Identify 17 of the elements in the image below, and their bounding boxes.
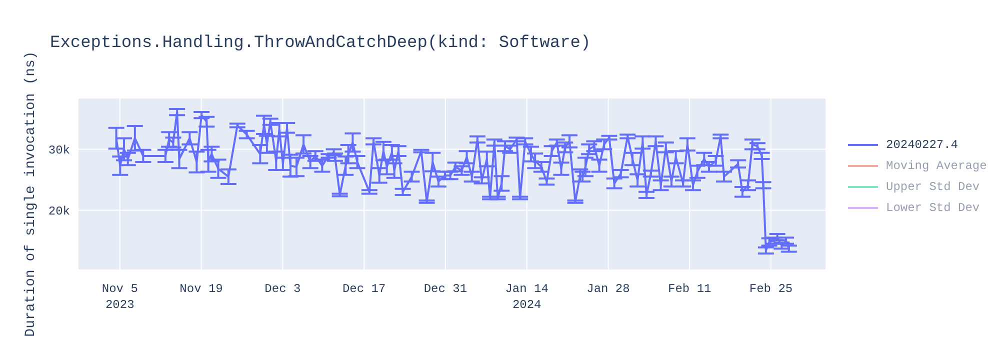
y-tick-label: 30k (48, 143, 70, 158)
x-tick-label: Dec 3 (264, 282, 301, 296)
x-tick-label: Jan 28 (586, 282, 630, 296)
legend-label: Moving Average (886, 158, 987, 172)
legend-label: Upper Std Dev (886, 180, 980, 194)
x-tick-label: Dec 17 (342, 282, 386, 296)
x-tick-label: Feb 25 (749, 282, 793, 296)
x-tick-label: Nov 19 (180, 282, 223, 296)
x-tick-label: Feb 11 (668, 282, 712, 296)
chart-title: Exceptions.Handling.ThrowAndCatchDeep(kind: Software) (50, 34, 591, 53)
legend-label: Lower Std Dev (886, 200, 980, 214)
x-tick-label: Jan 14 2024 (505, 282, 548, 312)
x-tick-label: Nov 5 2023 (102, 282, 138, 312)
y-axis-title: Duration of single invocation (ns) (23, 51, 39, 337)
y-tick-label: 20k (48, 204, 70, 218)
x-tick-label: Dec 31 (424, 282, 468, 296)
legend-label: 20240227.4 (886, 138, 958, 152)
